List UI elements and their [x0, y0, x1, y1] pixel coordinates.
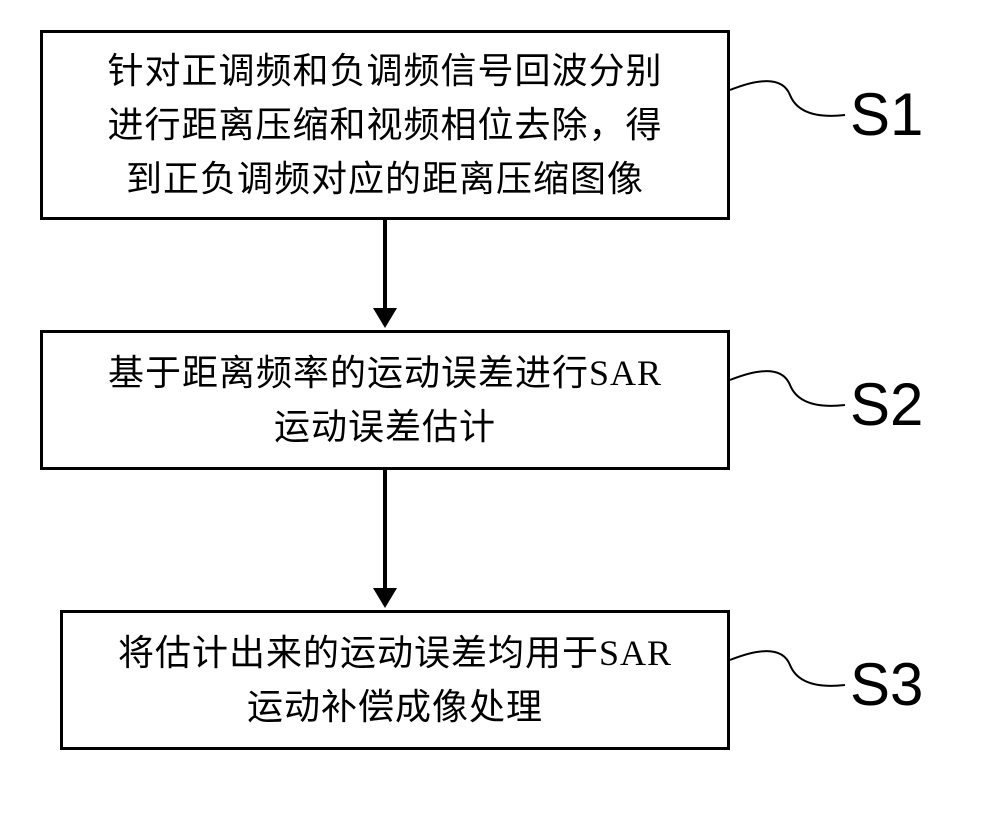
- connector-2: [730, 350, 850, 430]
- step-label-3: S3: [850, 650, 923, 719]
- box-1-text: 针对正调频和负调频信号回波分别进行距离压缩和视频相位去除，得到正负调频对应的距离…: [107, 44, 662, 206]
- arrow-1-head: [373, 308, 397, 328]
- connector-1: [730, 60, 850, 140]
- box-3-text: 将估计出来的运动误差均用于SAR运动补偿成像处理: [118, 626, 672, 734]
- step-label-2: S2: [850, 370, 923, 439]
- step-label-1: S1: [850, 80, 923, 149]
- arrow-1-line: [383, 220, 387, 310]
- arrow-2-head: [373, 588, 397, 608]
- flowchart-box-1: 针对正调频和负调频信号回波分别进行距离压缩和视频相位去除，得到正负调频对应的距离…: [40, 30, 730, 220]
- connector-3: [730, 630, 850, 710]
- flowchart-container: 针对正调频和负调频信号回波分别进行距离压缩和视频相位去除，得到正负调频对应的距离…: [0, 0, 1000, 832]
- flowchart-box-3: 将估计出来的运动误差均用于SAR运动补偿成像处理: [60, 610, 730, 750]
- arrow-2-line: [383, 470, 387, 590]
- flowchart-box-2: 基于距离频率的运动误差进行SAR运动误差估计: [40, 330, 730, 470]
- box-2-text: 基于距离频率的运动误差进行SAR运动误差估计: [108, 346, 662, 454]
